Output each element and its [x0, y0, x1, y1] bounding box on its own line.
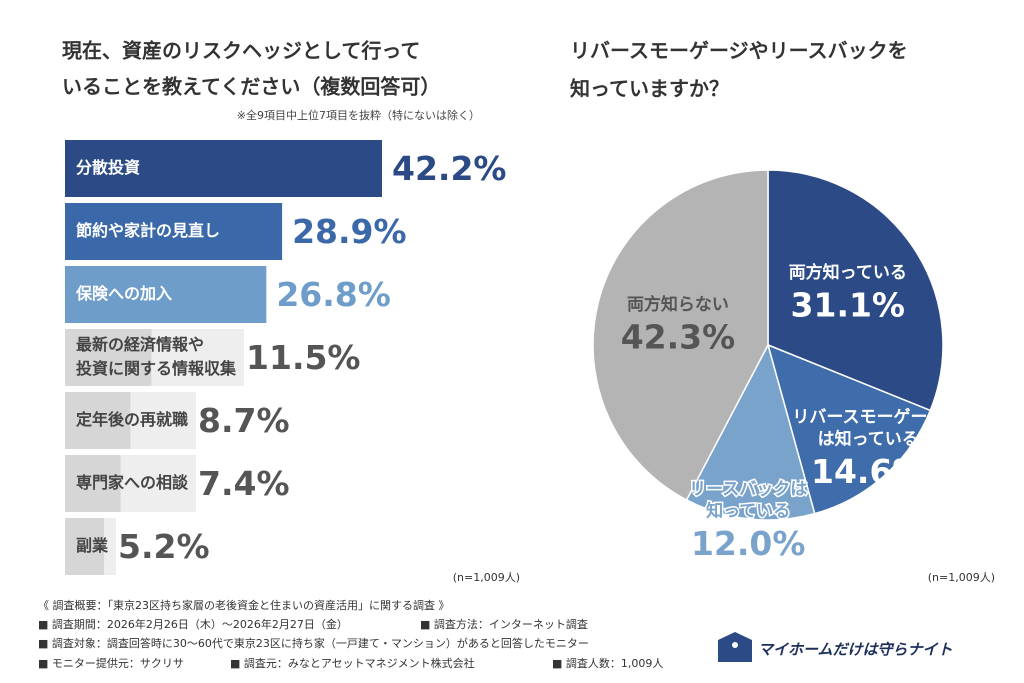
bar: [65, 455, 121, 512]
bar: [65, 203, 283, 260]
value-label: 11.5%: [246, 338, 361, 377]
category-label: 投資に関する情報収集: [76, 359, 237, 378]
slice-value: 12.0%: [691, 524, 806, 563]
value-label: 8.7%: [198, 401, 290, 440]
footer-item: ■ 調査期間：2026年2月26日（木）～2026年2月27日（金）: [38, 617, 348, 631]
category-label: 分散投資: [76, 158, 140, 177]
slice-label: は知っている: [818, 428, 919, 449]
bar: [65, 266, 267, 323]
bar: [65, 140, 382, 197]
pie-slice: [592, 169, 769, 501]
pie-slice: [685, 342, 816, 521]
value-label: 42.2%: [392, 149, 507, 188]
footer-item: ■ 調査対象：調査回答時に30～60代で東京23区に持ち家（一戸建て・マンション…: [38, 636, 589, 650]
logo-icon: [732, 642, 738, 648]
category-label: 保険への加入: [75, 284, 172, 303]
bar-note: ※全9項目中上位7項目を抜粋（特にないは除く）: [237, 108, 480, 122]
category-label: 定年後の再就職: [75, 410, 188, 429]
pie-title: リバースモーゲージやリースバックを: [570, 39, 908, 63]
category-label: 最新の経済情報や: [76, 335, 204, 354]
logo: マイホームだけは守らナイト: [718, 632, 953, 662]
category-label: 副業: [76, 536, 109, 555]
pie-slice: [767, 169, 944, 412]
logo-text: マイホームだけは守らナイト: [758, 641, 953, 659]
pie-slice: [766, 343, 932, 515]
bar-title: いることを教えてください（複数回答可）: [62, 75, 440, 99]
slice-label: 知っている: [705, 500, 790, 521]
slice-value: 42.3%: [621, 317, 736, 356]
bar: [65, 392, 131, 449]
footer: 《 調査概要：「東京23区持ち家層の老後資金と住まいの資産活用」に関する調査 》…: [38, 598, 663, 670]
pie-title: 知っていますか？: [570, 77, 729, 101]
slice-value: 31.1%: [791, 286, 906, 325]
slice-label: 両方知らない: [627, 294, 729, 315]
bar-title: 現在、資産のリスクヘッジとして行って: [62, 39, 420, 63]
sample-note: (n=1,009人): [453, 571, 520, 584]
sample-note: (n=1,009人): [928, 571, 995, 584]
bar: [65, 518, 105, 575]
footer-heading: 《 調査概要：「東京23区持ち家層の老後資金と住まいの資産活用」に関する調査 》: [38, 598, 450, 612]
value-label: 5.2%: [118, 527, 210, 566]
category-label: 専門家への相談: [76, 473, 189, 492]
slice-label: リバースモーゲージ: [792, 406, 944, 427]
footer-item: ■ 調査元：みなとアセットマネジメント株式会社: [230, 656, 475, 670]
slice-label: 両方知っている: [789, 262, 907, 283]
slice-label: リースバックは: [689, 479, 807, 499]
bar: [65, 329, 152, 386]
slice-value: 14.6%: [811, 452, 926, 491]
footer-item: ■ 調査方法：インターネット調査: [420, 617, 588, 631]
category-label: 節約や家計の見直し: [75, 221, 220, 240]
value-label: 26.8%: [276, 275, 391, 314]
value-label: 7.4%: [198, 464, 290, 503]
value-label: 28.9%: [292, 212, 407, 251]
footer-item: ■ 調査人数：1,009人: [552, 656, 663, 670]
footer-item: ■ モニター提供元：サクリサ: [38, 656, 184, 670]
